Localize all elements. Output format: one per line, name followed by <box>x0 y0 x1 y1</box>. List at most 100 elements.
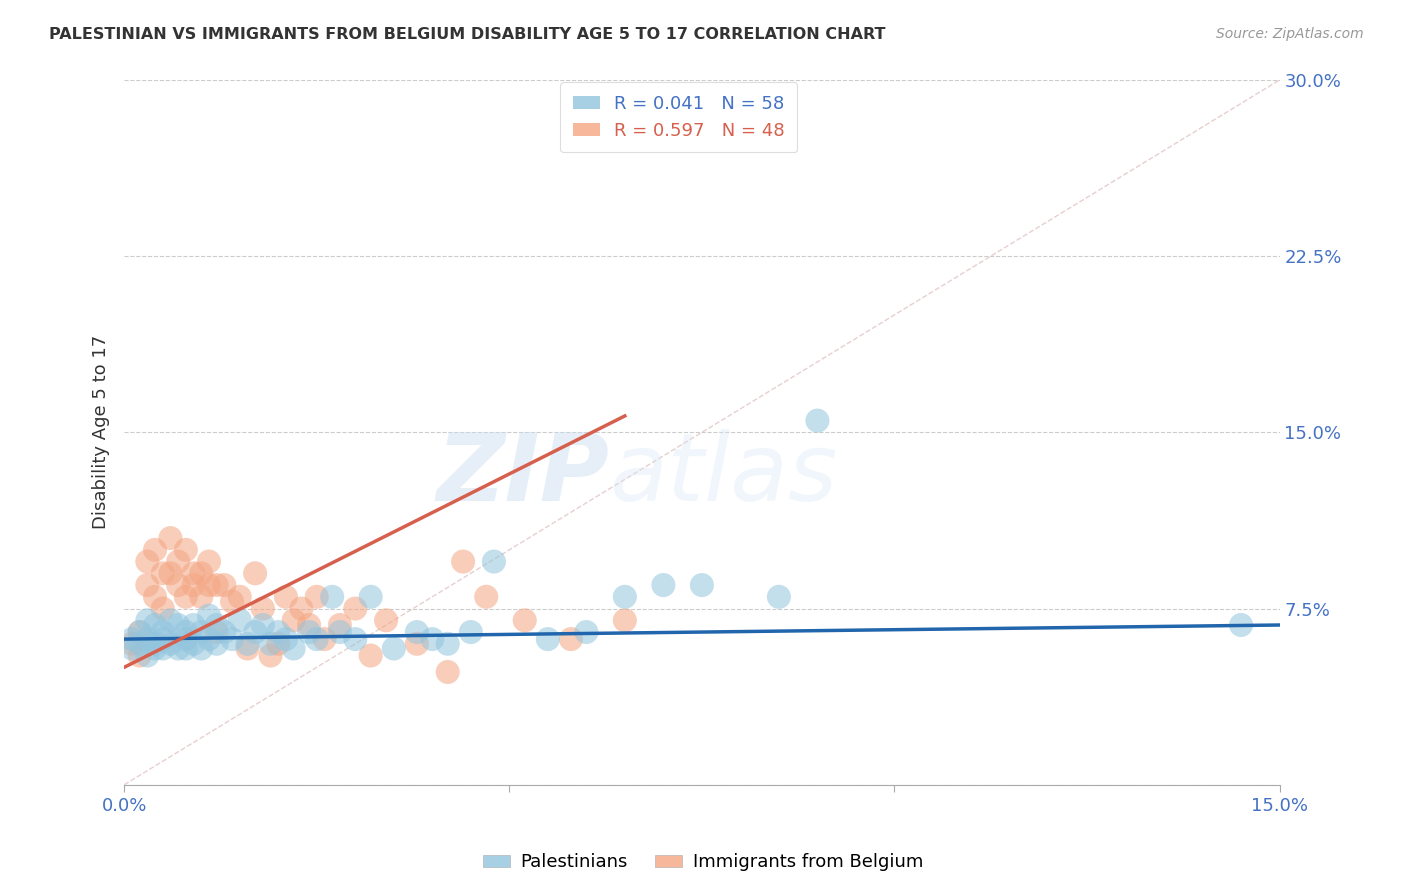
Point <box>152 632 174 646</box>
Text: atlas: atlas <box>609 429 838 520</box>
Point <box>205 578 228 592</box>
Point <box>513 613 536 627</box>
Point <box>136 632 159 646</box>
Point <box>183 566 205 581</box>
Point <box>274 632 297 646</box>
Point <box>329 625 352 640</box>
Point <box>1230 618 1253 632</box>
Point <box>806 414 828 428</box>
Point <box>136 613 159 627</box>
Point <box>236 641 259 656</box>
Point <box>613 613 636 627</box>
Point <box>174 590 197 604</box>
Legend: Palestinians, Immigrants from Belgium: Palestinians, Immigrants from Belgium <box>475 847 931 879</box>
Point <box>229 590 252 604</box>
Point <box>436 637 458 651</box>
Point <box>575 625 598 640</box>
Point <box>136 555 159 569</box>
Point <box>283 641 305 656</box>
Point <box>167 555 190 569</box>
Point <box>143 618 166 632</box>
Point <box>190 590 212 604</box>
Point <box>236 637 259 651</box>
Point <box>128 625 150 640</box>
Point <box>167 641 190 656</box>
Point <box>382 641 405 656</box>
Point <box>128 648 150 663</box>
Point <box>329 618 352 632</box>
Point <box>406 625 429 640</box>
Point <box>183 578 205 592</box>
Point <box>128 625 150 640</box>
Point <box>167 618 190 632</box>
Point <box>121 641 143 656</box>
Point <box>152 641 174 656</box>
Point <box>159 531 181 545</box>
Y-axis label: Disability Age 5 to 17: Disability Age 5 to 17 <box>93 335 110 530</box>
Text: Source: ZipAtlas.com: Source: ZipAtlas.com <box>1216 27 1364 41</box>
Point <box>143 542 166 557</box>
Point <box>451 555 474 569</box>
Point <box>152 625 174 640</box>
Point <box>482 555 505 569</box>
Point <box>136 648 159 663</box>
Point <box>174 542 197 557</box>
Point <box>174 632 197 646</box>
Point <box>198 632 221 646</box>
Point <box>205 618 228 632</box>
Point <box>190 625 212 640</box>
Point <box>406 637 429 651</box>
Point <box>360 648 382 663</box>
Point <box>143 641 166 656</box>
Point <box>174 641 197 656</box>
Point <box>128 637 150 651</box>
Point <box>652 578 675 592</box>
Point <box>314 632 336 646</box>
Point <box>436 665 458 679</box>
Point <box>460 625 482 640</box>
Point <box>198 578 221 592</box>
Point <box>136 578 159 592</box>
Point <box>214 578 236 592</box>
Point <box>305 632 328 646</box>
Point <box>143 590 166 604</box>
Point <box>190 566 212 581</box>
Point <box>305 590 328 604</box>
Point <box>274 590 297 604</box>
Point <box>259 648 281 663</box>
Point <box>221 594 243 608</box>
Point <box>159 637 181 651</box>
Point <box>183 637 205 651</box>
Point <box>321 590 343 604</box>
Point <box>613 590 636 604</box>
Point <box>214 625 236 640</box>
Point <box>159 613 181 627</box>
Point <box>420 632 443 646</box>
Point <box>252 618 274 632</box>
Point <box>221 632 243 646</box>
Point <box>167 578 190 592</box>
Text: PALESTINIAN VS IMMIGRANTS FROM BELGIUM DISABILITY AGE 5 TO 17 CORRELATION CHART: PALESTINIAN VS IMMIGRANTS FROM BELGIUM D… <box>49 27 886 42</box>
Point <box>298 625 321 640</box>
Point <box>190 641 212 656</box>
Point <box>259 637 281 651</box>
Point <box>198 555 221 569</box>
Point <box>360 590 382 604</box>
Point <box>298 618 321 632</box>
Point <box>344 632 367 646</box>
Point <box>243 566 266 581</box>
Point <box>290 601 312 615</box>
Point <box>198 608 221 623</box>
Point <box>283 613 305 627</box>
Point <box>183 618 205 632</box>
Point <box>560 632 582 646</box>
Point <box>159 566 181 581</box>
Point <box>205 637 228 651</box>
Point <box>267 625 290 640</box>
Point <box>475 590 498 604</box>
Point <box>344 601 367 615</box>
Point <box>121 632 143 646</box>
Point <box>768 590 790 604</box>
Text: ZIP: ZIP <box>437 429 609 521</box>
Point <box>243 625 266 640</box>
